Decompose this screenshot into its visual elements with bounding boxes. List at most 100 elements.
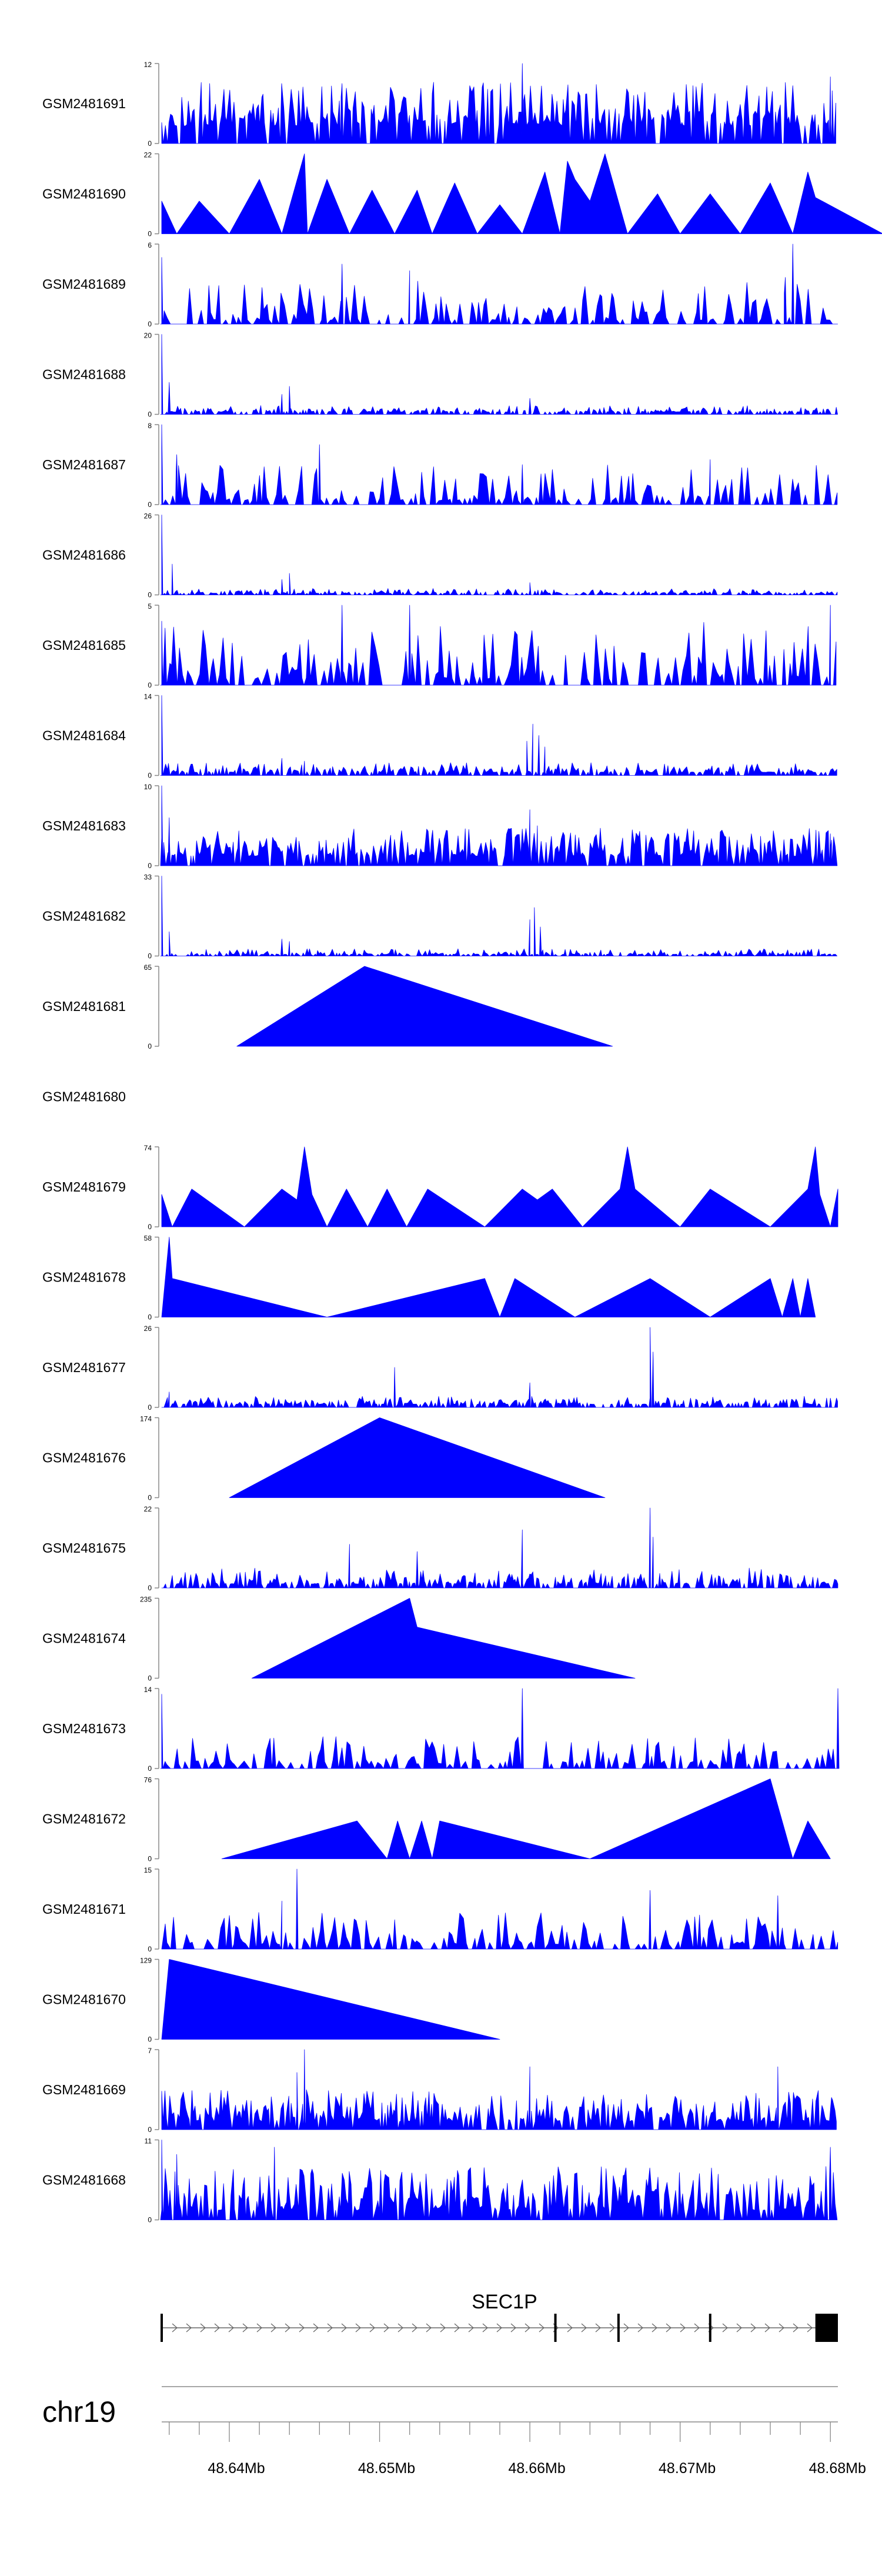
- track-ymin-label: 0: [148, 500, 152, 509]
- chromosome-label: chr19: [42, 2395, 116, 2428]
- track-label: GSM2481675: [42, 1540, 126, 1556]
- coverage-area: [160, 785, 838, 866]
- track-GSM2481679: GSM2481679 74 0: [42, 1144, 838, 1231]
- track-label: GSM2481671: [42, 1901, 126, 1917]
- track-GSM2481668: GSM2481668 11 0: [42, 2137, 838, 2224]
- track-GSM2481678: GSM2481678 58 0: [42, 1234, 816, 1322]
- track-label: GSM2481676: [42, 1450, 126, 1466]
- track-GSM2481673: GSM2481673 14 0: [42, 1686, 840, 1773]
- track-ymax-label: 26: [144, 1324, 152, 1333]
- track-ymin-label: 0: [148, 862, 152, 870]
- track-ymin-label: 0: [148, 2216, 152, 2224]
- track-label: GSM2481674: [42, 1631, 126, 1646]
- track-ymax-label: 33: [144, 873, 152, 882]
- track-ymin-label: 0: [148, 772, 152, 780]
- coverage-area: [160, 2140, 838, 2220]
- coverage-area: [160, 424, 838, 505]
- track-label: GSM2481686: [42, 548, 126, 563]
- track-ymin-label: 0: [148, 230, 152, 238]
- coverage-area: [160, 1688, 840, 1769]
- track-GSM2481691: GSM2481691 12 0: [42, 61, 836, 148]
- coverage-area: [160, 334, 838, 415]
- track-ymin-label: 0: [148, 320, 152, 328]
- track-ymin-label: 0: [148, 1223, 152, 1231]
- track-label: GSM2481689: [42, 276, 126, 292]
- coverage-area: [236, 966, 613, 1047]
- track-ymin-label: 0: [148, 1945, 152, 1953]
- track-ymax-label: 14: [144, 1686, 152, 1694]
- track-label: GSM2481668: [42, 2173, 126, 2188]
- strand-arrow: [228, 2323, 234, 2333]
- coverage-area: [221, 1778, 831, 1859]
- coverage-area: [161, 1327, 838, 1408]
- strand-arrow: [694, 2323, 700, 2333]
- track-label: GSM2481688: [42, 367, 126, 382]
- track-label: GSM2481682: [42, 909, 126, 924]
- track-ymax-label: 174: [140, 1415, 152, 1423]
- track-label: GSM2481669: [42, 2082, 126, 2097]
- track-label: GSM2481690: [42, 186, 126, 202]
- axis-tick-label: 48.67Mb: [659, 2460, 716, 2477]
- track-ymax-label: 8: [148, 422, 152, 430]
- track-ymax-label: 12: [144, 61, 152, 69]
- track-GSM2481675: GSM2481675 22 0: [42, 1505, 838, 1592]
- strand-arrow: [722, 2323, 728, 2333]
- track-ymin-label: 0: [148, 2125, 152, 2134]
- coverage-area: [160, 605, 837, 686]
- track-ymax-label: 10: [144, 783, 152, 791]
- strand-arrow: [736, 2323, 742, 2333]
- strand-arrow: [482, 2323, 488, 2333]
- strand-arrow: [510, 2323, 516, 2333]
- track-label: GSM2481679: [42, 1179, 126, 1194]
- track-ymin-label: 0: [148, 1494, 152, 1502]
- track-ymax-label: 235: [140, 1596, 152, 1604]
- track-ymin-label: 0: [148, 139, 152, 148]
- strand-arrow: [539, 2323, 544, 2333]
- coverage-area: [160, 876, 837, 956]
- track-ymax-label: 11: [145, 2137, 152, 2145]
- strand-arrow: [666, 2323, 671, 2333]
- track-ymax-label: 76: [144, 1776, 152, 1784]
- strand-arrow: [341, 2323, 347, 2333]
- track-GSM2481688: GSM2481688 20 0: [42, 332, 838, 419]
- track-ymin-label: 0: [148, 591, 152, 599]
- track-ymax-label: 129: [140, 1957, 152, 1965]
- strand-arrow: [454, 2323, 460, 2333]
- strand-arrow: [468, 2323, 474, 2333]
- strand-arrow: [652, 2323, 657, 2333]
- strand-arrow: [369, 2323, 375, 2333]
- track-GSM2481674: GSM2481674 235 0: [42, 1596, 636, 1683]
- strand-arrow: [793, 2323, 799, 2333]
- track-label: GSM2481677: [42, 1360, 126, 1375]
- track-GSM2481676: GSM2481676 174 0: [42, 1415, 606, 1502]
- strand-arrow: [779, 2323, 784, 2333]
- coverage-area: [161, 1868, 838, 1950]
- track-label: GSM2481672: [42, 1811, 126, 1827]
- track-GSM2481687: GSM2481687 8 0: [42, 422, 838, 509]
- coverage-area: [161, 1507, 838, 1589]
- strand-arrow: [440, 2323, 446, 2333]
- track-ymax-label: 58: [144, 1234, 152, 1243]
- track-label: GSM2481678: [42, 1270, 126, 1285]
- strand-arrow: [299, 2323, 305, 2333]
- coverage-area: [161, 1237, 816, 1317]
- strand-arrow: [270, 2323, 276, 2333]
- track-ymax-label: 5: [148, 602, 152, 610]
- track-ymax-label: 26: [144, 512, 152, 520]
- track-GSM2481684: GSM2481684 14 0: [42, 693, 837, 780]
- track-GSM2481672: GSM2481672 76 0: [42, 1776, 831, 1863]
- track-ymin-label: 0: [148, 1313, 152, 1322]
- strand-arrow: [200, 2323, 206, 2333]
- genome-axis-track: chr19 48.64Mb 48.65Mb 48.66Mb 48.67Mb 48.68M…: [42, 2386, 866, 2477]
- strand-arrow: [355, 2323, 361, 2333]
- track-ymax-label: 14: [144, 693, 152, 701]
- track-GSM2481686: GSM2481686 26 0: [42, 512, 838, 599]
- track-ymin-label: 0: [148, 952, 152, 960]
- strand-arrow: [214, 2323, 220, 2333]
- track-label: GSM2481687: [42, 457, 126, 472]
- track-label: GSM2481670: [42, 1992, 126, 2007]
- strand-arrow: [412, 2323, 417, 2333]
- track-ymax-label: 65: [144, 963, 152, 972]
- track-ymin-label: 0: [148, 681, 152, 689]
